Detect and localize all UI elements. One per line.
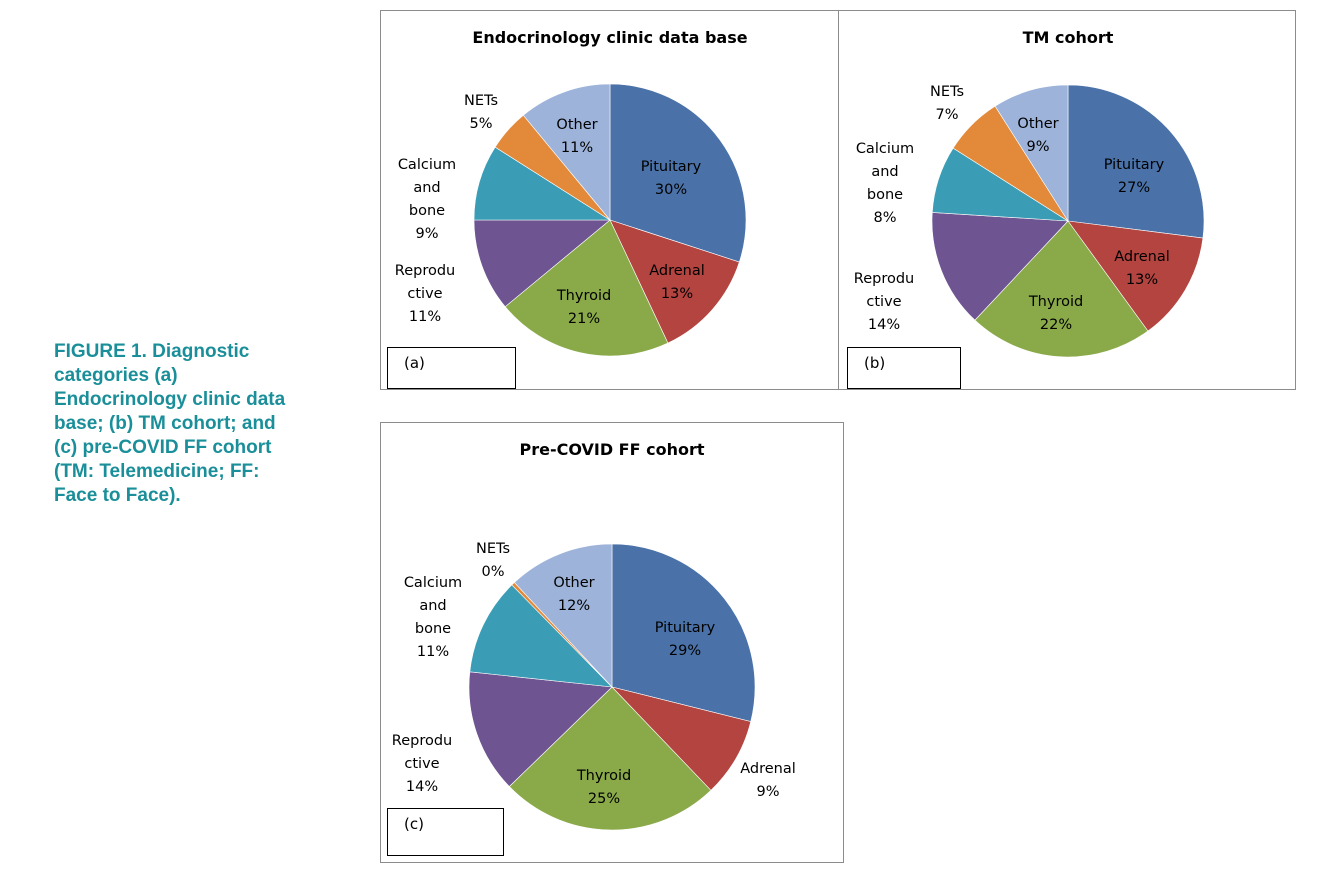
pie-slice-pituitary xyxy=(611,543,756,722)
pie-slice-adrenal xyxy=(611,686,752,791)
slice-label-reproductive: Reprodu ctive 11% xyxy=(395,263,455,325)
slice-label-nets: NETs 5% xyxy=(464,93,498,132)
slice-label-reproductive: Reprodu ctive 14% xyxy=(854,271,914,333)
slice-label-thyroid: Thyroid 22% xyxy=(1028,294,1083,333)
slice-label-other: Other 12% xyxy=(553,575,594,614)
slice-label-adrenal: Adrenal 9% xyxy=(740,761,796,800)
chart-title-b: TM cohort xyxy=(1023,28,1114,47)
slice-label-adrenal: Adrenal 13% xyxy=(1114,249,1170,288)
pie-slice-calcium-and-bone xyxy=(469,584,613,688)
pie-slice-pituitary xyxy=(1067,84,1205,239)
slice-label-other: Other 11% xyxy=(556,117,597,156)
slice-label-calcium-and-bone: Calcium and bone 11% xyxy=(404,575,462,660)
panel-tag-a: (a) xyxy=(387,347,516,389)
pie-slice-reproductive xyxy=(473,219,611,308)
pie-chart-a: Endocrinology clinic data base Pituitary 3… xyxy=(395,28,748,357)
chart-panel-c: Pre-COVID FF cohort Pituitary 29% Adrenal 9%… xyxy=(380,422,844,863)
pie-slice-reproductive xyxy=(931,212,1069,321)
slice-label-nets: NETs 0% xyxy=(476,541,510,580)
figure-caption: FIGURE 1. Diagnostic categories (a) Endo… xyxy=(54,341,286,506)
chart-panel-b: TM cohort Pituitary 27% Adrenal 13% Thyroid 22… xyxy=(838,10,1296,390)
pie-slice-other xyxy=(513,543,613,688)
slice-label-pituitary: Pituitary 29% xyxy=(655,620,716,659)
pie-slice-adrenal xyxy=(609,219,740,344)
chart-title-a: Endocrinology clinic data base xyxy=(472,28,747,47)
slice-label-thyroid: Thyroid 25% xyxy=(576,768,631,807)
slice-label-calcium-and-bone: Calcium and bone 9% xyxy=(398,157,456,242)
slice-label-pituitary: Pituitary 30% xyxy=(641,159,702,198)
panel-tag-c: (c) xyxy=(387,808,504,856)
slice-label-reproductive: Reprodu ctive 14% xyxy=(392,733,452,795)
pie-slice-adrenal xyxy=(1067,220,1204,332)
chart-panel-a: Endocrinology clinic data base Pituitary 3… xyxy=(380,10,840,390)
slice-label-adrenal: Adrenal 13% xyxy=(649,263,705,302)
pie-chart-b: TM cohort Pituitary 27% Adrenal 13% Thyroid 22… xyxy=(854,28,1205,358)
slice-label-pituitary: Pituitary 27% xyxy=(1104,157,1165,196)
slice-label-calcium-and-bone: Calcium and bone 8% xyxy=(856,141,914,226)
slice-label-nets: NETs 7% xyxy=(930,84,964,123)
pie-slice-reproductive xyxy=(468,671,613,787)
pie-slice-thyroid xyxy=(974,220,1149,358)
pie-slice-pituitary xyxy=(609,83,747,263)
pie-slice-other xyxy=(994,84,1069,223)
pie-slice-thyroid xyxy=(508,686,712,831)
pie-slice-thyroid xyxy=(504,219,669,357)
pie-chart-c: Pre-COVID FF cohort Pituitary 29% Adrenal 9%… xyxy=(392,440,796,831)
panel-tag-b: (b) xyxy=(847,347,961,389)
slice-label-other: Other 9% xyxy=(1017,116,1058,155)
chart-title-c: Pre-COVID FF cohort xyxy=(519,440,704,459)
pie-slice-other xyxy=(522,83,611,221)
slice-label-thyroid: Thyroid 21% xyxy=(556,288,611,327)
